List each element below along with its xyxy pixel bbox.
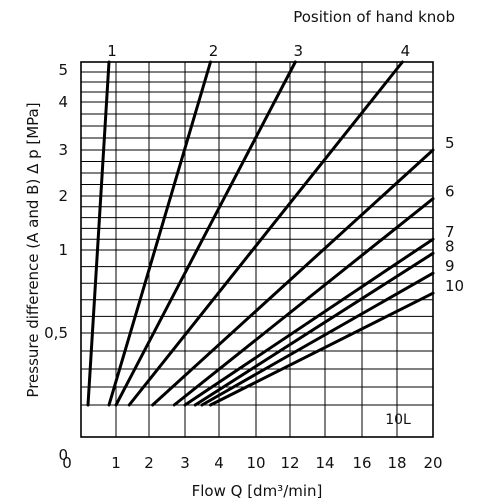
series-label-2: 2 [209, 42, 219, 60]
series-line-1 [86, 60, 111, 407]
chart-title: Position of hand knob [293, 8, 455, 26]
series-line-10 [209, 291, 435, 407]
x-tick-label: 4 [214, 454, 224, 472]
series-line-3 [114, 60, 297, 407]
y-tick-label: 3 [58, 141, 68, 159]
series-line-9 [200, 271, 435, 407]
series-line-4 [127, 60, 404, 407]
x-tick-label: 2 [144, 454, 154, 472]
series-label-1: 1 [107, 42, 117, 60]
x-tick-label: 10 [246, 454, 265, 472]
x-tick-label: 3 [180, 454, 190, 472]
x-tick-label: 20 [423, 454, 442, 472]
x-tick-label: 16 [352, 454, 371, 472]
series-line-5 [151, 148, 435, 407]
series-label-10: 10 [445, 277, 464, 295]
y-tick-label: 0,5 [44, 324, 68, 342]
annotation-10L: 10L [385, 412, 411, 428]
x-tick-labels: 0 1 2 3 4 10 12 14 16 18 20 [62, 454, 442, 472]
y-tick-label: 1 [58, 241, 68, 259]
grid [81, 61, 433, 437]
series-label-6: 6 [445, 183, 455, 201]
y-tick-label: 2 [58, 187, 68, 205]
series-line-2 [107, 60, 212, 407]
x-tick-label: 1 [111, 454, 121, 472]
series-label-4: 4 [401, 42, 411, 60]
series-line-7 [183, 237, 435, 407]
x-tick-label: 18 [387, 454, 406, 472]
series-labels: 1 2 3 4 5 6 78 9 10 [107, 42, 464, 295]
y-tick-label: 5 [58, 61, 68, 79]
series-label-8: 8 [445, 237, 455, 255]
x-tick-label: 12 [280, 454, 299, 472]
series-label-5: 5 [445, 134, 455, 152]
series-label-3: 3 [293, 42, 303, 60]
y-axis-label: Pressure difference (A and B) Δ p [MPa] [24, 102, 42, 397]
x-tick-label: 0 [62, 454, 72, 472]
x-axis-label: Flow Q [dm³/min] [192, 482, 323, 500]
series-label-7: 7 [445, 223, 455, 241]
y-tick-label: 0 [58, 446, 68, 464]
x-tick-label: 14 [315, 454, 334, 472]
series-label-9: 9 [445, 257, 455, 275]
series-line-6 [172, 197, 435, 407]
plot-frame [80, 61, 434, 438]
y-tick-labels: 5 4 3 2 1 0,5 0 [44, 61, 68, 464]
series-line-8 [193, 251, 435, 407]
y-tick-label: 4 [58, 93, 68, 111]
series-group [86, 60, 435, 407]
